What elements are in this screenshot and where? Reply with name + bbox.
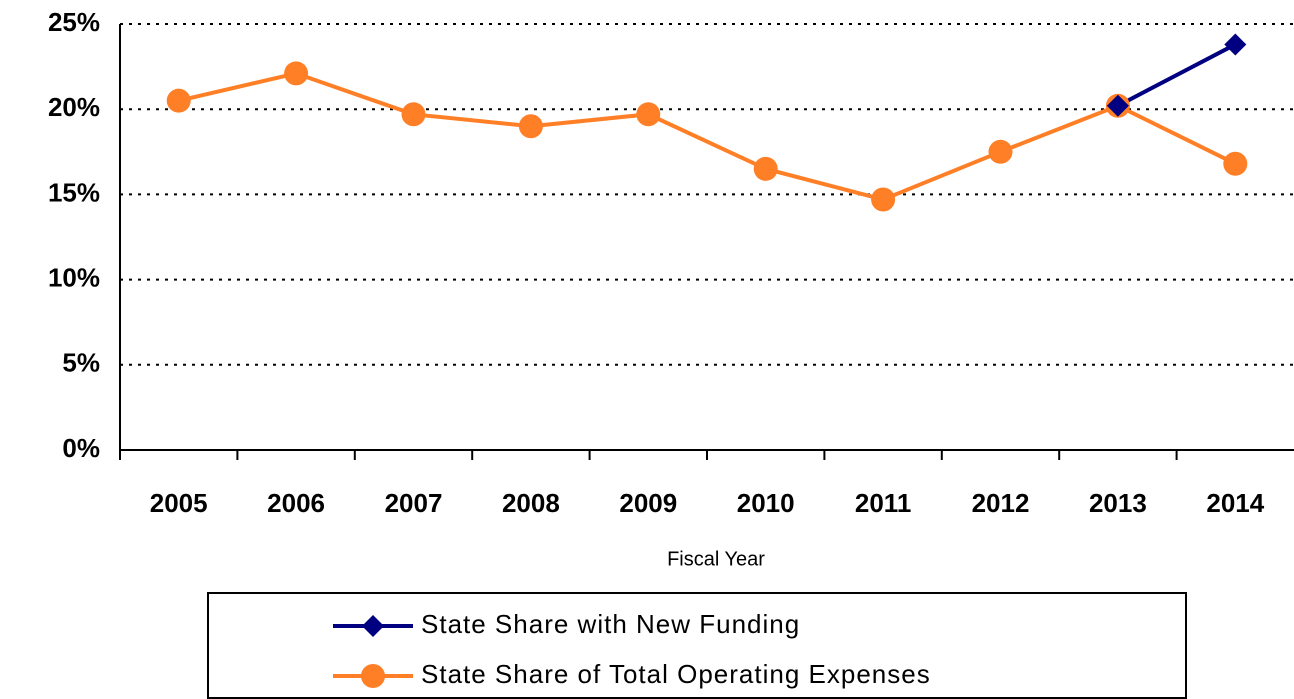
data-point <box>284 61 309 86</box>
y-tick-label: 20% <box>48 92 100 122</box>
x-tick-label: 2005 <box>150 488 208 518</box>
x-tick-label: 2008 <box>502 488 560 518</box>
y-tick-label: 25% <box>48 7 100 37</box>
x-tick-label: 2007 <box>385 488 443 518</box>
series-line <box>1116 42 1237 108</box>
data-point <box>1224 33 1247 56</box>
y-tick-label: 15% <box>48 177 100 207</box>
data-point <box>1106 94 1129 117</box>
y-tick-label: 5% <box>62 348 100 378</box>
data-point <box>636 102 661 127</box>
x-tick-label: 2013 <box>1089 488 1147 518</box>
x-tick-label: 2012 <box>972 488 1030 518</box>
x-tick-label: 2011 <box>855 488 911 518</box>
series-line <box>178 71 1237 202</box>
x-tick-label: 2014 <box>1206 488 1264 518</box>
data-point <box>1223 151 1248 176</box>
y-tick-label: 0% <box>62 433 100 463</box>
data-point <box>518 114 543 139</box>
y-tick-label: 10% <box>48 262 100 292</box>
x-tick-label: 2006 <box>267 488 325 518</box>
data-point <box>753 156 778 181</box>
x-axis-title: Fiscal Year <box>667 548 765 570</box>
data-point <box>871 187 896 212</box>
legend-box <box>207 592 1187 699</box>
data-point <box>166 88 191 113</box>
x-tick-label: 2010 <box>737 488 795 518</box>
x-tick-label: 2009 <box>619 488 677 518</box>
legend-label: State Share with New Funding <box>421 609 800 639</box>
legend-marker <box>361 664 385 688</box>
legend-marker <box>362 615 384 637</box>
data-point <box>988 139 1013 164</box>
data-point <box>401 102 426 127</box>
legend-label: State Share of Total Operating Expenses <box>421 659 931 689</box>
